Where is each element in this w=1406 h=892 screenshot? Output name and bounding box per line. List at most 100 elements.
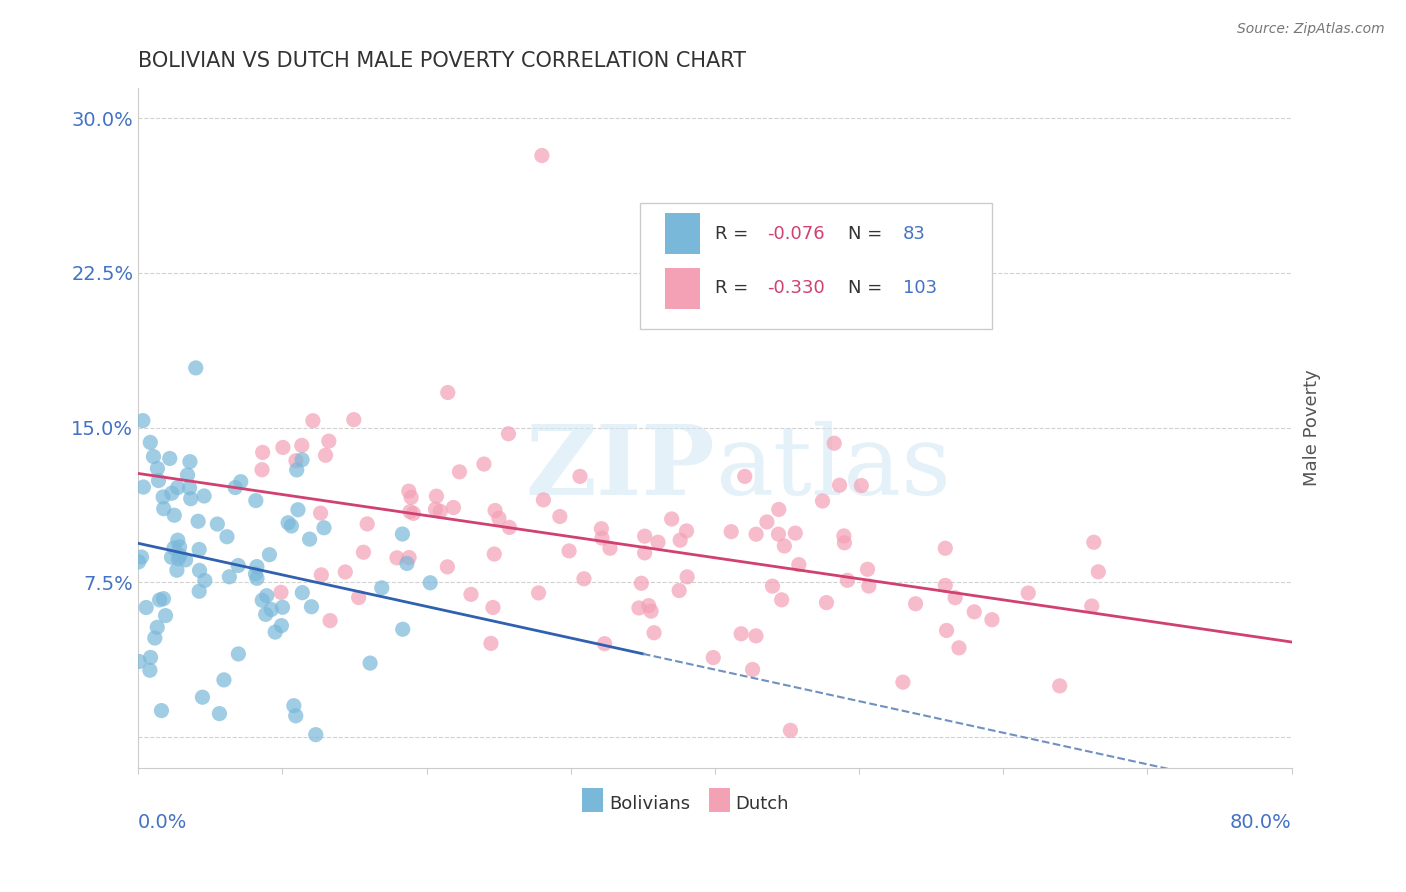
- Point: [291, 438, 314, 452]
- Point: [260, 602, 283, 616]
- Point: [343, 412, 366, 426]
- Point: [152, 490, 174, 504]
- Point: [283, 698, 305, 713]
- Point: [179, 455, 201, 469]
- Point: [1017, 586, 1039, 600]
- Point: [335, 565, 357, 579]
- Point: [449, 465, 471, 479]
- Point: [484, 503, 506, 517]
- Point: [593, 637, 616, 651]
- Point: [312, 521, 335, 535]
- Text: 0.0%: 0.0%: [138, 813, 187, 832]
- Point: [191, 690, 214, 705]
- Point: [302, 414, 325, 428]
- Point: [167, 551, 190, 566]
- Point: [643, 625, 665, 640]
- Point: [163, 541, 186, 555]
- Point: [271, 600, 294, 615]
- Point: [309, 506, 332, 520]
- Point: [193, 489, 215, 503]
- Point: [548, 509, 571, 524]
- Point: [250, 463, 273, 477]
- Point: [215, 530, 238, 544]
- Point: [207, 516, 229, 531]
- Point: [741, 663, 763, 677]
- Text: R =: R =: [714, 225, 754, 243]
- Bar: [582, 788, 603, 812]
- Point: [194, 574, 217, 588]
- Point: [891, 675, 914, 690]
- Point: [285, 454, 308, 468]
- Point: [661, 512, 683, 526]
- Point: [627, 601, 650, 615]
- Point: [745, 629, 768, 643]
- Point: [395, 557, 418, 571]
- Point: [934, 578, 956, 592]
- Point: [128, 555, 150, 569]
- Text: 103: 103: [903, 279, 936, 297]
- Point: [291, 585, 314, 599]
- Point: [398, 484, 420, 499]
- Point: [256, 589, 278, 603]
- Point: [815, 596, 838, 610]
- Point: [150, 704, 173, 718]
- Point: [823, 436, 845, 450]
- Point: [591, 522, 613, 536]
- Point: [160, 550, 183, 565]
- Point: [530, 148, 553, 162]
- Point: [277, 516, 299, 530]
- Point: [259, 548, 281, 562]
- Point: [1049, 679, 1071, 693]
- Point: [591, 531, 613, 545]
- Point: [212, 673, 235, 687]
- Text: atlas: atlas: [714, 421, 950, 516]
- Point: [347, 591, 370, 605]
- Point: [174, 553, 197, 567]
- Text: 80.0%: 80.0%: [1230, 813, 1292, 832]
- Point: [761, 579, 783, 593]
- Point: [599, 541, 621, 556]
- Point: [963, 605, 986, 619]
- Point: [425, 502, 447, 516]
- Point: [149, 593, 172, 607]
- Point: [218, 570, 240, 584]
- Point: [128, 655, 150, 669]
- Point: [159, 451, 181, 466]
- Point: [668, 583, 690, 598]
- Point: [472, 457, 495, 471]
- Point: [319, 614, 342, 628]
- Point: [633, 546, 655, 560]
- Text: BOLIVIAN VS DUTCH MALE POVERTY CORRELATION CHART: BOLIVIAN VS DUTCH MALE POVERTY CORRELATI…: [138, 51, 747, 70]
- Point: [436, 385, 458, 400]
- Point: [1087, 565, 1109, 579]
- Text: N =: N =: [848, 225, 887, 243]
- Point: [301, 599, 323, 614]
- Point: [229, 475, 252, 489]
- Text: ZIP: ZIP: [526, 421, 714, 516]
- Point: [166, 481, 188, 495]
- Point: [720, 524, 742, 539]
- Point: [252, 593, 274, 607]
- Text: N =: N =: [848, 279, 887, 297]
- Point: [169, 540, 191, 554]
- Point: [640, 604, 662, 618]
- Point: [318, 434, 340, 449]
- Point: [647, 535, 669, 549]
- Point: [441, 500, 464, 515]
- Point: [139, 663, 162, 677]
- Point: [169, 549, 191, 563]
- Point: [142, 450, 165, 464]
- Point: [834, 536, 856, 550]
- Point: [498, 426, 520, 441]
- Point: [637, 599, 659, 613]
- Point: [482, 600, 505, 615]
- Point: [429, 504, 451, 518]
- FancyBboxPatch shape: [640, 203, 991, 329]
- Point: [245, 566, 267, 581]
- Point: [811, 494, 834, 508]
- Point: [837, 574, 859, 588]
- Text: Dutch: Dutch: [735, 795, 789, 813]
- Text: -0.330: -0.330: [766, 279, 824, 297]
- Point: [188, 563, 211, 577]
- Bar: [665, 268, 700, 309]
